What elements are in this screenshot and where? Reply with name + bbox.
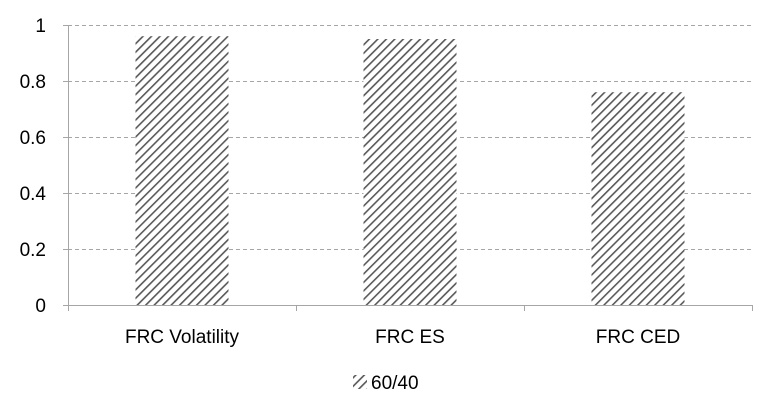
bars (135, 36, 685, 305)
y-tick-label: 0.6 (20, 128, 46, 149)
x-tick-label: FRC Volatility (125, 327, 240, 348)
bar (591, 92, 685, 305)
y-tick-label: 1 (35, 16, 46, 37)
bar (135, 36, 229, 305)
y-tick-labels: 0 0.2 0.4 0.6 0.8 1 (20, 16, 47, 317)
x-tick-labels: FRC Volatility FRC ES FRC CED (125, 327, 680, 348)
legend: 60/40 (353, 373, 419, 394)
axes (63, 25, 753, 311)
y-tick-label: 0.8 (20, 72, 46, 93)
y-tick-label: 0.2 (20, 240, 46, 261)
bar (363, 39, 457, 305)
legend-swatch (353, 375, 367, 389)
legend-label: 60/40 (371, 373, 419, 394)
y-tick-label: 0 (35, 296, 46, 317)
y-tick-label: 0.4 (20, 184, 47, 205)
x-tick-label: FRC CED (596, 327, 680, 348)
x-tick-label: FRC ES (375, 327, 445, 348)
